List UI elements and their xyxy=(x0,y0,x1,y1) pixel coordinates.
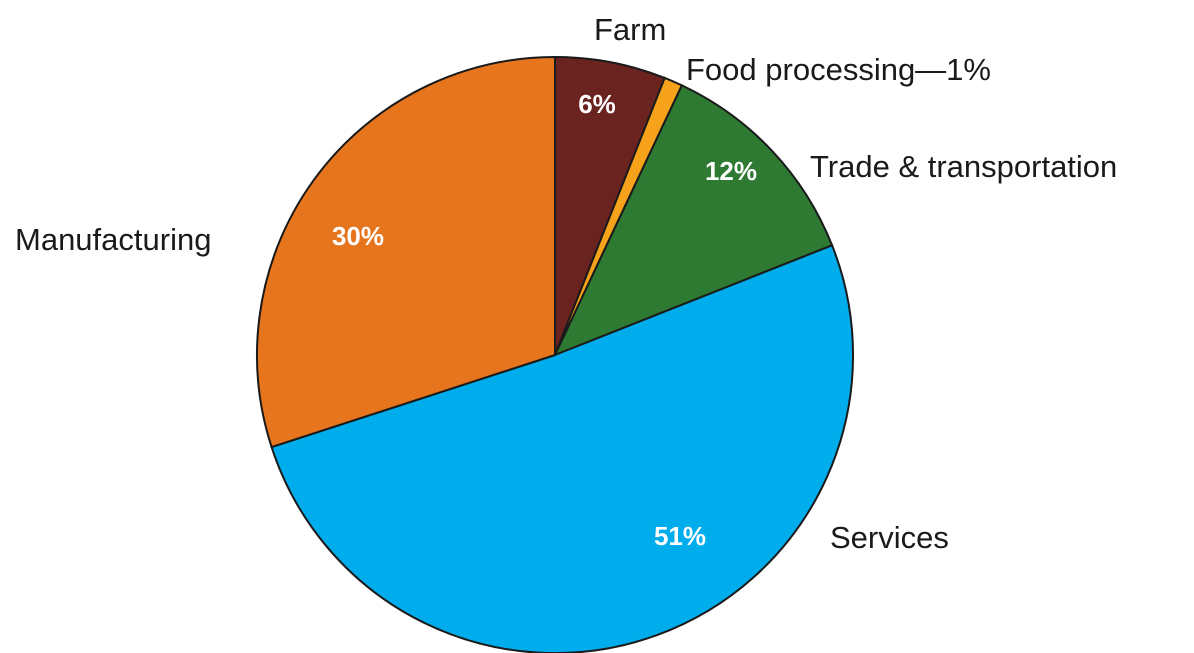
trade-transportation-percent-label: 12% xyxy=(705,156,757,186)
manufacturing-label: Manufacturing xyxy=(15,222,211,257)
services-label: Services xyxy=(830,520,949,555)
trade-transportation-label: Trade & transportation xyxy=(810,149,1117,184)
food-processing-label: Food processing—1% xyxy=(686,52,991,87)
farm-label: Farm xyxy=(594,12,666,47)
services-percent-label: 51% xyxy=(654,521,706,551)
manufacturing-percent-label: 30% xyxy=(332,221,384,251)
slice-services xyxy=(270,244,855,653)
slice-manufacturing xyxy=(256,55,556,449)
pie-slices xyxy=(256,55,855,653)
slice-trade-transportation xyxy=(553,84,834,357)
farm-percent-label: 6% xyxy=(578,89,616,119)
